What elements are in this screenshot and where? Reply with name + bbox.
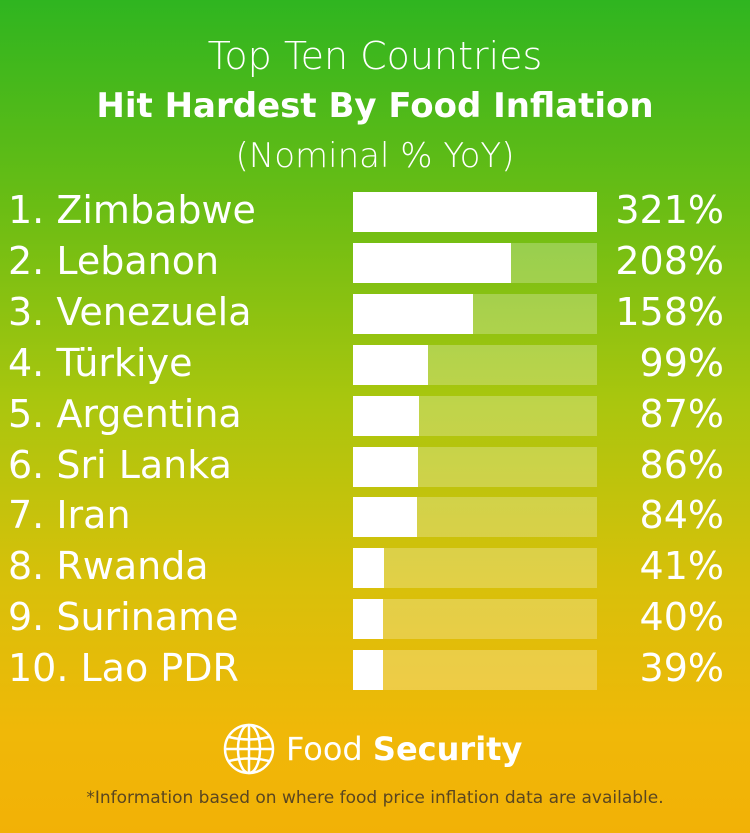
- value-label: 84%: [639, 493, 724, 538]
- bar-track: [353, 192, 597, 232]
- bar: [353, 395, 420, 436]
- bar: [353, 242, 512, 283]
- value-label: 208%: [615, 238, 724, 283]
- bar-track: [353, 395, 597, 436]
- country-label: 6. Sri Lanka: [8, 442, 232, 487]
- bar-row: 6. Sri Lanka 86%: [0, 443, 750, 489]
- title-line-2: Hit Hardest By Food Inflation: [96, 86, 654, 126]
- title-line-3: (Nominal % YoY): [235, 136, 515, 176]
- bar-track: [353, 650, 597, 691]
- value-label: 40%: [639, 595, 724, 640]
- bar-row: 10. Lao PDR 39%: [0, 646, 750, 692]
- bar-track: [353, 599, 597, 640]
- country-label: 2. Lebanon: [8, 238, 220, 283]
- globe-icon: [223, 723, 275, 775]
- value-label: 87%: [639, 391, 724, 436]
- bar-row: 3. Venezuela 158%: [0, 290, 750, 336]
- country-label: 1. Zimbabwe: [8, 188, 256, 232]
- bar-row: 4. Türkiye 99%: [0, 341, 750, 387]
- bar-row: 2. Lebanon 208%: [0, 239, 750, 285]
- bar-row: 7. Iran 84%: [0, 493, 750, 539]
- bar: [353, 446, 419, 487]
- country-label: 10. Lao PDR: [8, 646, 239, 691]
- bar-track: [353, 446, 597, 487]
- bar-row: 5. Argentina 87%: [0, 392, 750, 438]
- value-label: 86%: [639, 442, 724, 487]
- country-label: 7. Iran: [8, 493, 131, 538]
- bar: [353, 344, 429, 385]
- bar-track: [353, 548, 597, 589]
- country-label: 3. Venezuela: [8, 289, 252, 334]
- food-security-logo: Food Security: [222, 722, 522, 776]
- value-label: 158%: [615, 289, 724, 334]
- brand-light: Food: [286, 730, 373, 768]
- value-label: 99%: [639, 340, 724, 385]
- footnote: *Information based on where food price i…: [86, 788, 664, 808]
- bar-track: [353, 497, 597, 538]
- bar-track: [353, 242, 597, 283]
- country-label: 4. Türkiye: [8, 340, 193, 385]
- bar: [353, 548, 385, 589]
- country-label: 9. Suriname: [8, 595, 239, 640]
- bar: [353, 293, 474, 334]
- bar-row: 1. Zimbabwe 321%: [0, 188, 750, 234]
- brand-bold: Security: [372, 730, 523, 768]
- title-line-1: Top Ten Countries: [207, 34, 543, 78]
- value-label: 321%: [615, 188, 724, 232]
- bar: [353, 599, 384, 640]
- bar-row: 9. Suriname 40%: [0, 595, 750, 641]
- country-label: 5. Argentina: [8, 391, 242, 436]
- bar-track: [353, 293, 597, 334]
- bar: [353, 192, 597, 232]
- country-label: 8. Rwanda: [8, 544, 209, 589]
- bar-track: [353, 344, 597, 385]
- bar: [353, 650, 383, 691]
- bar: [353, 497, 417, 538]
- value-label: 39%: [639, 646, 724, 691]
- bar-row: 8. Rwanda 41%: [0, 544, 750, 590]
- value-label: 41%: [639, 544, 724, 589]
